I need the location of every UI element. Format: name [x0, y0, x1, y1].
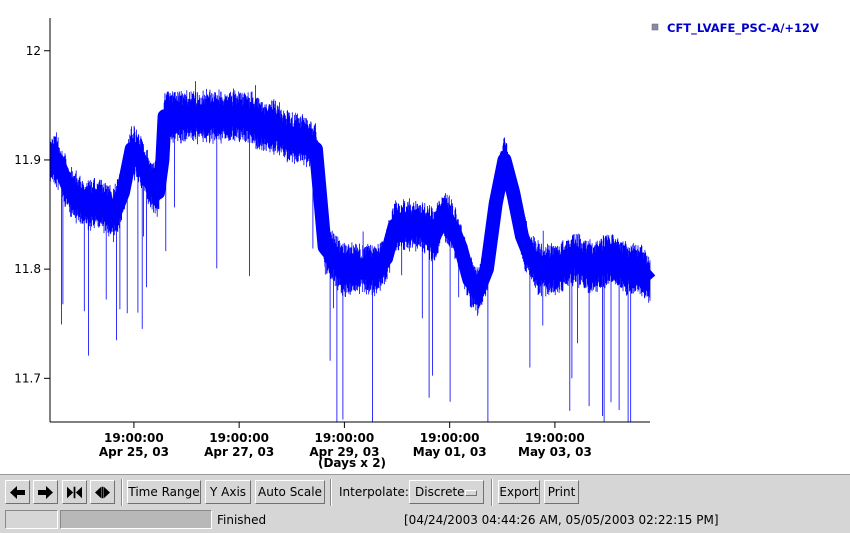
x-tick-label: Apr 27, 03 [204, 445, 274, 459]
time-range-button[interactable]: Time Range [127, 480, 201, 504]
status-well [5, 510, 58, 529]
toolbar-separator [491, 479, 493, 506]
x-tick-label: Apr 25, 03 [99, 445, 169, 459]
x-tick-label: 19:00:00 [209, 431, 269, 445]
legend-swatch [651, 23, 659, 31]
x-tick-label: May 01, 03 [413, 445, 487, 459]
y-axis-button[interactable]: Y Axis [205, 480, 251, 504]
dropdown-indicator-icon [465, 490, 477, 496]
y-tick-label: 12 [26, 44, 41, 58]
x-tick-label: May 03, 03 [518, 445, 592, 459]
status-time-range: [04/24/2003 04:44:26 AM, 05/05/2003 02:2… [404, 512, 719, 527]
zoom-out-time-button[interactable] [90, 480, 115, 504]
legend-label: CFT_LVAFE_PSC-A/+12V [667, 21, 819, 36]
auto-scale-button[interactable]: Auto Scale [255, 480, 325, 504]
x-tick-label: 19:00:00 [315, 431, 375, 445]
series-line [50, 109, 656, 298]
data-series [49, 81, 656, 422]
status-message: Finished [217, 512, 267, 527]
arrow-right-icon [38, 485, 53, 499]
arrows-inward-icon [67, 486, 82, 498]
print-button[interactable]: Print [544, 480, 579, 504]
interpolate-label: Interpolate: [339, 485, 409, 499]
y-tick-label: 11.7 [14, 371, 41, 385]
toolbar-separator [330, 479, 332, 506]
x-tick-label: 19:00:00 [104, 431, 164, 445]
x-tick-label: 19:00:00 [420, 431, 480, 445]
interpolate-value: Discrete [415, 485, 465, 499]
export-button[interactable]: Export [498, 480, 540, 504]
arrow-left-icon [10, 485, 25, 499]
y-axis-ticks: 11.7 11.8 11.9 12 [14, 44, 50, 385]
zoom-in-time-button[interactable] [62, 480, 87, 504]
scroll-forward-button[interactable] [33, 480, 58, 504]
series-noise [49, 81, 651, 422]
y-tick-label: 11.8 [14, 262, 41, 276]
y-tick-label: 11.9 [14, 153, 41, 167]
scroll-back-button[interactable] [5, 480, 30, 504]
arrows-outward-icon [95, 486, 110, 498]
progress-fill [61, 511, 211, 528]
interpolate-select[interactable]: Discrete [409, 480, 484, 504]
x-axis-title: (Days x 2) [318, 456, 386, 470]
toolbar: Time Range Y Axis Auto Scale Interpolate… [0, 474, 850, 533]
x-tick-label: 19:00:00 [525, 431, 585, 445]
legend: CFT_LVAFE_PSC-A/+12V [651, 21, 819, 36]
toolbar-separator [121, 479, 123, 506]
progress-bar [60, 510, 212, 529]
x-tick-label: Apr 29, 03 [309, 445, 379, 459]
